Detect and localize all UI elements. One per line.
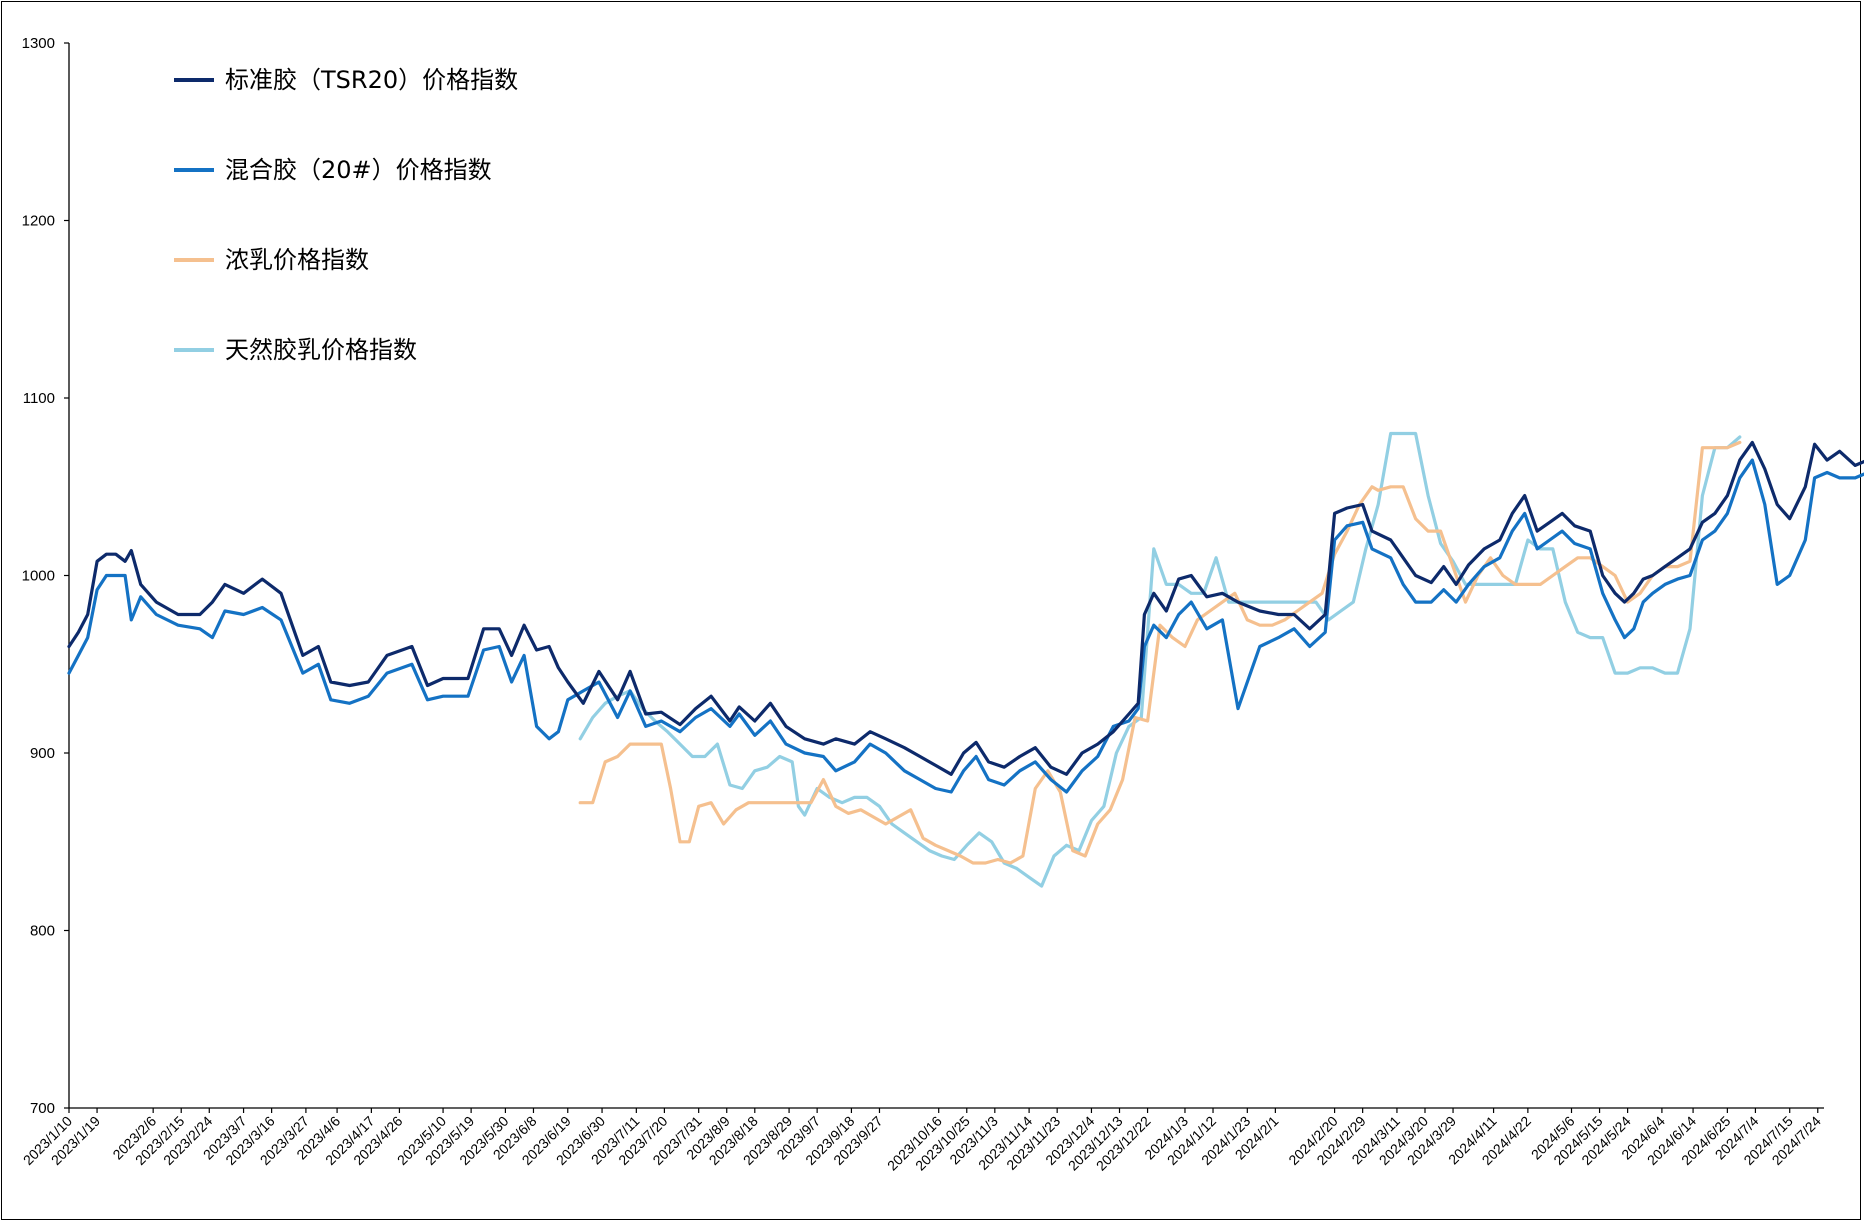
y-tick-label: 800 (30, 923, 55, 940)
y-tick-group: 700 800 900 1000 1100 1200 1300 (22, 35, 69, 1117)
series-line-3 (578, 431, 1742, 888)
chart-axes (68, 43, 1824, 1109)
y-tick-label: 1000 (22, 568, 55, 585)
y-tick-label: 1100 (23, 390, 55, 407)
series-line-1 (67, 458, 1864, 794)
y-tick-label: 900 (30, 745, 55, 762)
series-line-2 (578, 440, 1742, 865)
series-line-0 (67, 440, 1864, 776)
y-tick-label: 1300 (22, 35, 55, 52)
legend-label-1: 混合胶（20#）价格指数 (225, 156, 492, 184)
y-tick-label: 700 (30, 1100, 55, 1117)
legend-label-0: 标准胶（TSR20）价格指数 (225, 66, 518, 94)
legend-label-3: 天然胶乳价格指数 (225, 336, 417, 364)
legend-label-2: 浓乳价格指数 (225, 246, 369, 274)
series-layer (67, 431, 1864, 888)
y-tick-label: 1200 (22, 213, 55, 230)
